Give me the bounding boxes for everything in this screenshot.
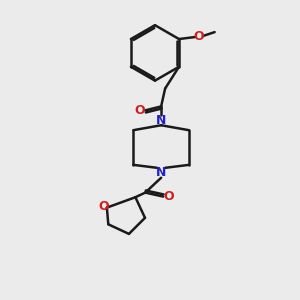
Text: O: O <box>164 190 174 203</box>
Text: N: N <box>156 166 166 179</box>
Text: O: O <box>194 30 204 43</box>
Text: O: O <box>99 200 109 213</box>
Text: N: N <box>156 114 166 127</box>
Text: O: O <box>134 104 145 117</box>
